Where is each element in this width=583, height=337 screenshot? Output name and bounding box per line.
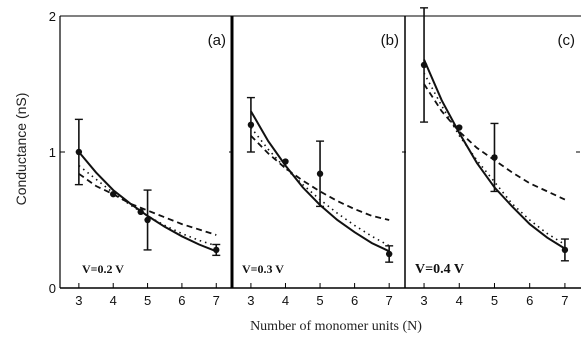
x-tick-label: 7	[561, 293, 568, 308]
x-tick-label: 6	[351, 293, 358, 308]
panel-b: 3 4 5 6 7 (b) V=0.3 V	[242, 32, 399, 308]
x-tick-label: 5	[316, 293, 323, 308]
data-point	[213, 246, 220, 254]
data-point	[144, 216, 151, 224]
x-tick-label: 6	[526, 293, 533, 308]
data-point	[110, 190, 117, 198]
x-axis-label: Number of monomer units (N)	[250, 319, 422, 334]
data-point	[137, 208, 144, 216]
chart-panels: 3 4 5 6 7 (a) V=0.2 V 3 4 5 6 7 (b) V=0.3 V 3 4 5 6 7 (c) V=…	[74, 7, 576, 308]
x-tick-label: 4	[282, 293, 289, 308]
y-tick-label: 0	[49, 281, 56, 296]
x-tick-label: 7	[213, 293, 220, 308]
panel-letter: (b)	[381, 32, 399, 49]
panel-c: 3 4 5 6 7 (c) V=0.4 V	[415, 7, 576, 308]
panel-letter: (a)	[208, 32, 226, 49]
x-tick-label: 6	[178, 293, 185, 308]
x-tick-label: 4	[110, 293, 117, 308]
data-point	[282, 158, 289, 165]
chart-frame: 0 1 2	[49, 9, 581, 296]
panel-letter: (c)	[558, 32, 576, 49]
y-axis-label: Conductance (nS)	[13, 93, 29, 206]
data-point	[561, 246, 569, 254]
y-tick-label: 2	[49, 9, 56, 24]
data-point	[456, 124, 463, 131]
data-point	[385, 250, 393, 258]
data-point	[247, 121, 255, 128]
x-tick-label: 7	[386, 293, 393, 308]
y-tick-label: 1	[49, 145, 56, 160]
x-tick-label: 3	[75, 293, 82, 308]
voltage-label: V=0.3 V	[242, 262, 284, 276]
x-tick-label: 5	[491, 293, 498, 308]
data-point	[75, 148, 83, 156]
voltage-label: V=0.2 V	[82, 262, 124, 276]
x-tick-label: 3	[420, 293, 427, 308]
fit-dashed-line	[250, 135, 390, 221]
x-tick-label: 3	[247, 293, 254, 308]
voltage-label: V=0.4 V	[415, 262, 464, 277]
data-point	[491, 154, 498, 161]
data-point	[316, 170, 324, 177]
x-tick-label: 4	[456, 293, 463, 308]
panel-a: 3 4 5 6 7 (a) V=0.2 V	[74, 32, 226, 308]
data-point	[420, 61, 428, 69]
x-tick-label: 5	[144, 293, 151, 308]
